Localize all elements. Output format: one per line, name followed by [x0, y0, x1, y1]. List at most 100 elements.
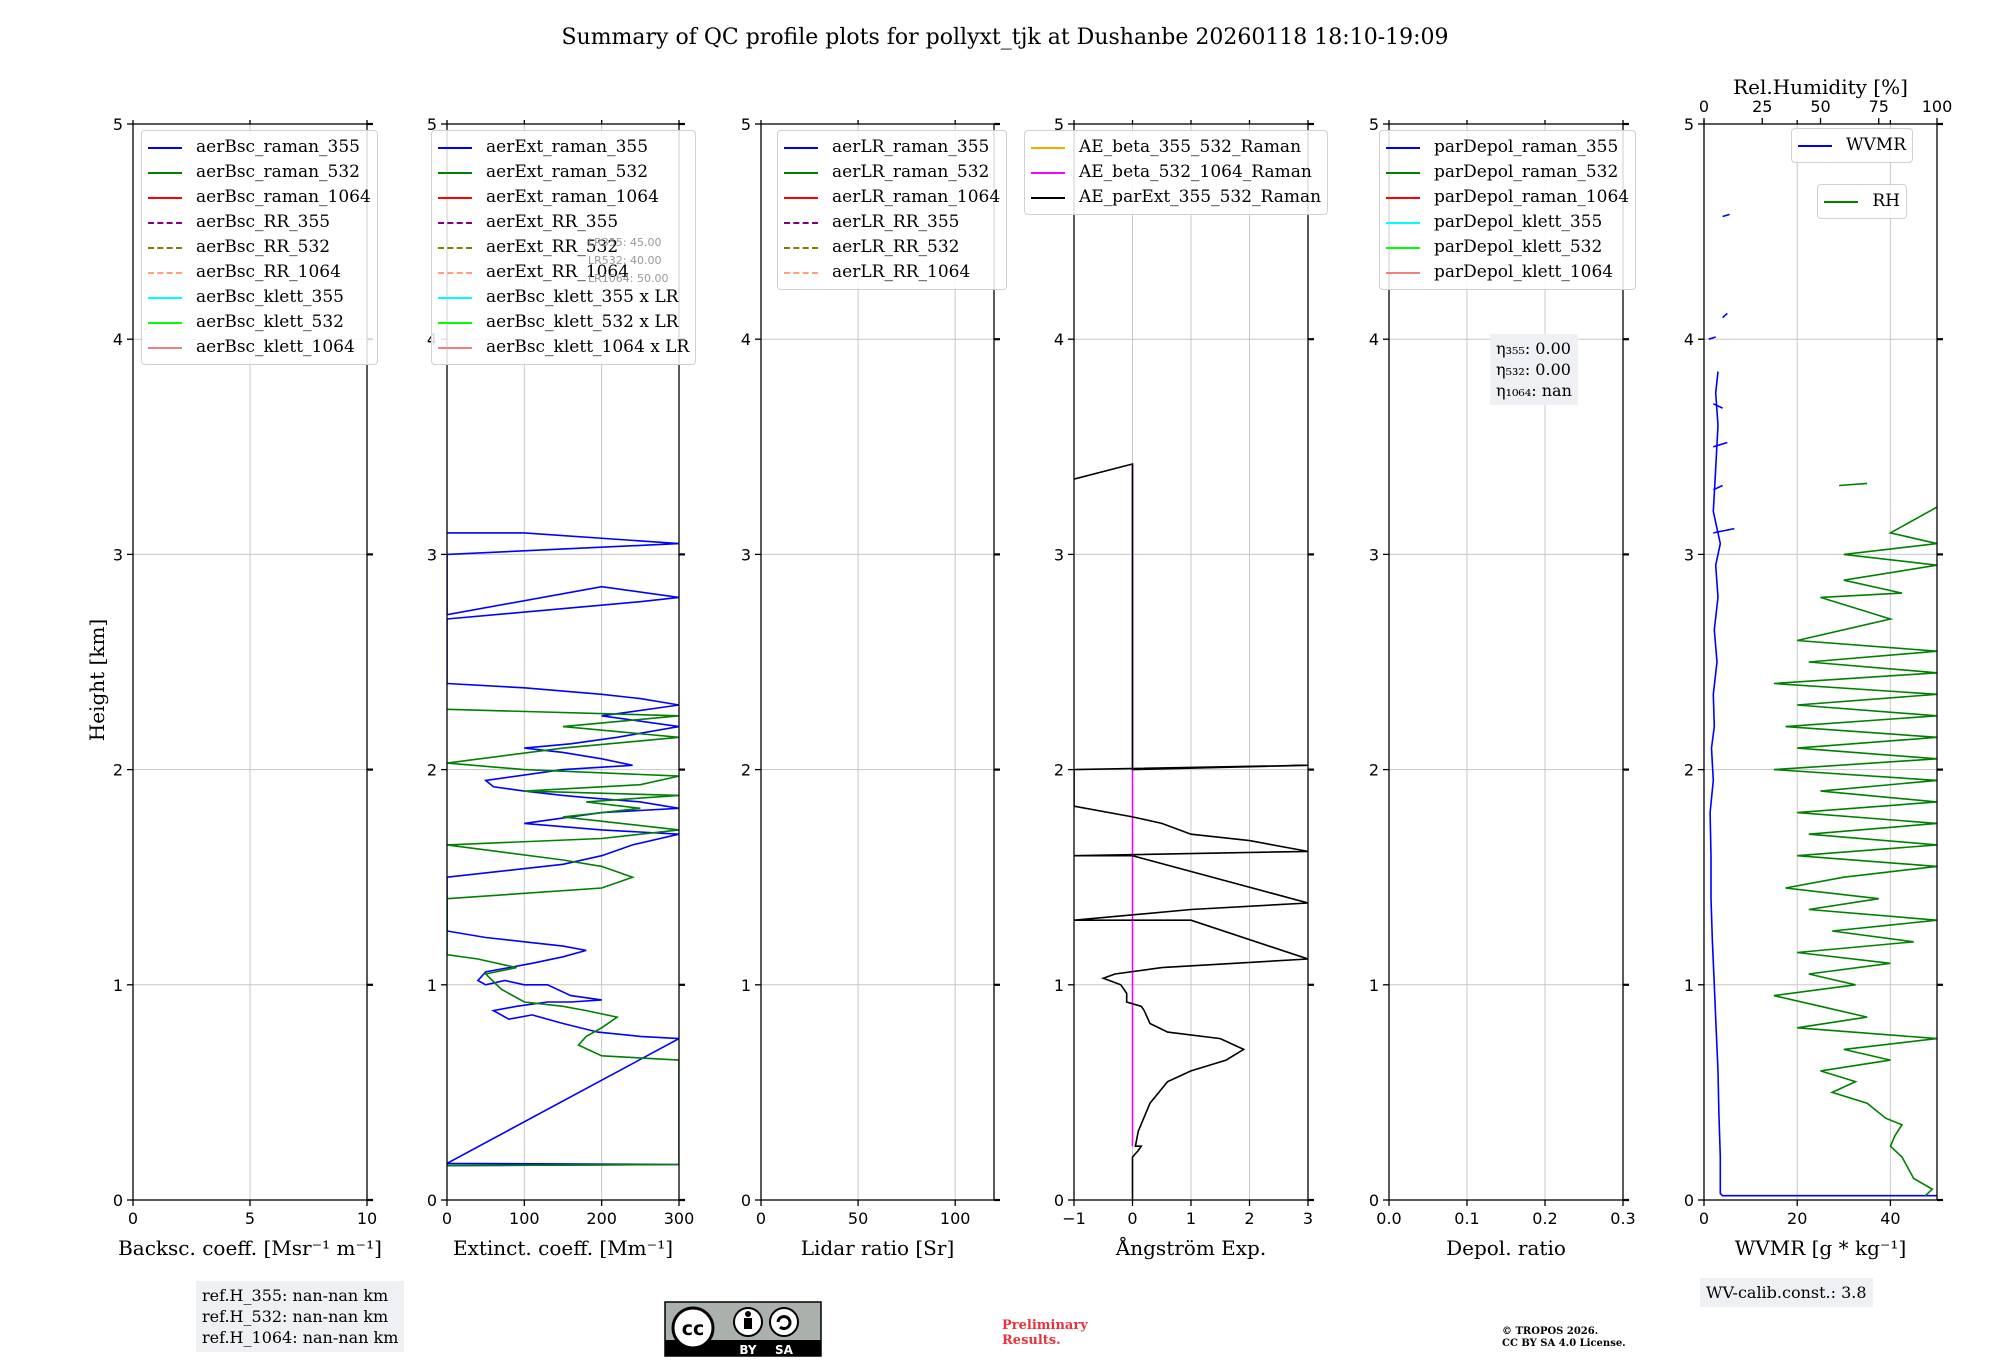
- preliminary-results-note: Preliminary Results.: [1002, 1318, 1088, 1348]
- y-tick-label: 3: [1054, 545, 1064, 564]
- y-tick-label: 1: [741, 976, 751, 995]
- legend-swatch: [784, 146, 818, 149]
- x-axis-label: Backsc. coeff. [Msr⁻¹ m⁻¹]: [118, 1236, 382, 1260]
- y-tick-label: 3: [741, 545, 751, 564]
- legend-item: aerBsc_RR_355: [148, 210, 371, 235]
- legend-label: aerExt_raman_532: [486, 162, 649, 182]
- x-top-tick-label: 75: [1869, 97, 1889, 116]
- axes-frame: [446, 123, 680, 1201]
- series-line-aerExt_raman_532: [447, 708, 679, 1167]
- cc-icon: [671, 1306, 715, 1350]
- copyright-note: © TROPOS 2026. CC BY SA 4.0 License.: [1502, 1326, 1626, 1350]
- x-tick-label: 0: [1127, 1209, 1137, 1228]
- legend-label: parDepol_raman_1064: [1434, 187, 1630, 207]
- y-tick-label: 3: [113, 545, 123, 564]
- legend-swatch: [148, 221, 182, 224]
- eta-355: η₃₅₅: 0.00: [1496, 339, 1571, 358]
- legend-swatch: [784, 196, 818, 199]
- y-tick-label: 3: [1684, 545, 1694, 564]
- legend-swatch: [148, 171, 182, 174]
- y-tick-label: 0: [741, 1191, 751, 1210]
- copyright-line-2: CC BY SA 4.0 License.: [1502, 1338, 1626, 1349]
- x-tick-label: 0.2: [1532, 1209, 1557, 1228]
- y-tick-label: 0: [1369, 1191, 1379, 1210]
- legend-rh: RH: [1817, 184, 1907, 219]
- y-tick-label: 5: [1054, 115, 1064, 134]
- legend-label: parDepol_klett_1064: [1434, 262, 1614, 282]
- legend-label: aerBsc_klett_1064: [196, 337, 355, 357]
- axes-frame: [1388, 123, 1624, 1201]
- legend-swatch: [1386, 146, 1420, 149]
- legend-label: parDepol_raman_532: [1434, 162, 1619, 182]
- legend-swatch: [1386, 171, 1420, 174]
- legend-swatch: [148, 296, 182, 299]
- legend-item: aerBsc_raman_355: [148, 135, 371, 160]
- legend-item: aerBsc_raman_1064: [148, 185, 371, 210]
- y-tick-label: 4: [1684, 330, 1694, 349]
- x-axis-label: Lidar ratio [Sr]: [801, 1236, 955, 1260]
- legend-item: aerExt_raman_1064: [438, 185, 689, 210]
- legend-swatch: [784, 221, 818, 224]
- legend-swatch: [438, 346, 472, 349]
- series-segment-RH: [1839, 482, 1868, 487]
- sa-label: SA: [775, 1343, 794, 1357]
- legend-item: AE_beta_532_1064_Raman: [1031, 160, 1321, 185]
- wv-calibration-box: WV-calib.const.: 3.8: [1700, 1278, 1873, 1307]
- x-axis-label: Ångström Exp.: [1115, 1235, 1266, 1260]
- panel-lidar_ratio: 0 50 100 0 1 2 3 4 5 Lidar ratio [Sr]: [741, 115, 1000, 1260]
- x-tick-label: 0.1: [1454, 1209, 1479, 1228]
- legend-swatch: [1031, 171, 1065, 174]
- legend-swatch: [1824, 200, 1859, 203]
- preliminary-line-2: Results.: [1002, 1333, 1061, 1348]
- legend-label: aerBsc_RR_532: [196, 237, 331, 257]
- legend-item: AE_parExt_355_532_Raman: [1031, 185, 1321, 210]
- by-label: BY: [739, 1343, 756, 1357]
- legend-item: aerLR_RR_1064: [784, 260, 1000, 285]
- lr-1064: LR1064: 50.00: [588, 272, 669, 285]
- series-line-AE_parExt_355_532_Raman: [1074, 462, 1308, 1200]
- x-top-tick-label: 100: [1922, 97, 1953, 116]
- legend-item: aerBsc_klett_532: [148, 310, 371, 335]
- legend-label: WVMR: [1846, 135, 1906, 155]
- y-tick-label: 0: [1054, 1191, 1064, 1210]
- cc-icon-text: cc: [682, 1318, 705, 1340]
- y-tick-label: 1: [427, 976, 437, 995]
- legend-label: aerExt_raman_1064: [486, 187, 659, 207]
- x-tick-label: 1: [1186, 1209, 1196, 1228]
- y-tick-label: 1: [1369, 976, 1379, 995]
- legend-swatch: [1031, 146, 1065, 149]
- legend-label: parDepol_raman_355: [1434, 137, 1619, 157]
- legend-angstrom: AE_beta_355_532_Raman AE_beta_532_1064_Ra…: [1024, 130, 1329, 215]
- legend-swatch: [148, 346, 182, 349]
- x-tick-label: 50: [848, 1209, 868, 1228]
- lr-annotation: LR355: 45.00 LR532: 40.00 LR1064: 50.00: [588, 234, 668, 288]
- legend-item: aerExt_RR_1064: [438, 260, 689, 285]
- legend-item: AE_beta_355_532_Raman: [1031, 135, 1321, 160]
- legend-swatch: [1798, 144, 1833, 147]
- legend-label: aerBsc_raman_1064: [196, 187, 371, 207]
- x-tick-label: 200: [586, 1209, 617, 1228]
- ref-h-532: ref.H_532: nan-nan km: [202, 1307, 389, 1326]
- legend-item: aerBsc_raman_532: [148, 160, 371, 185]
- legend-swatch: [148, 271, 182, 274]
- series-segment-WVMR: [1712, 484, 1723, 491]
- x-tick-label: 0: [756, 1209, 766, 1228]
- series-segment-WVMR: [1712, 403, 1723, 409]
- x-top-tick-label: 25: [1752, 97, 1772, 116]
- ref-h-1064: ref.H_1064: nan-nan km: [202, 1328, 399, 1347]
- legend-swatch: [438, 296, 472, 299]
- x-top-tick-label: 50: [1810, 97, 1830, 116]
- legend-item: aerLR_raman_532: [784, 160, 1000, 185]
- legend-item: aerBsc_klett_355: [148, 285, 371, 310]
- series-line-RH: [1773, 506, 1937, 1197]
- y-tick-label: 2: [1684, 761, 1694, 780]
- cc-by-sa-license-badge: cc BY SA: [664, 1301, 822, 1357]
- legend-item: aerBsc_klett_1064: [148, 335, 371, 360]
- legend-label: aerExt_RR_1064: [486, 262, 630, 282]
- legend-swatch: [1386, 246, 1420, 249]
- legend-item: parDepol_klett_532: [1386, 235, 1629, 260]
- x-tick-label: 0: [1699, 1209, 1709, 1228]
- y-tick-label: 5: [741, 115, 751, 134]
- y-tick-label: 2: [741, 761, 751, 780]
